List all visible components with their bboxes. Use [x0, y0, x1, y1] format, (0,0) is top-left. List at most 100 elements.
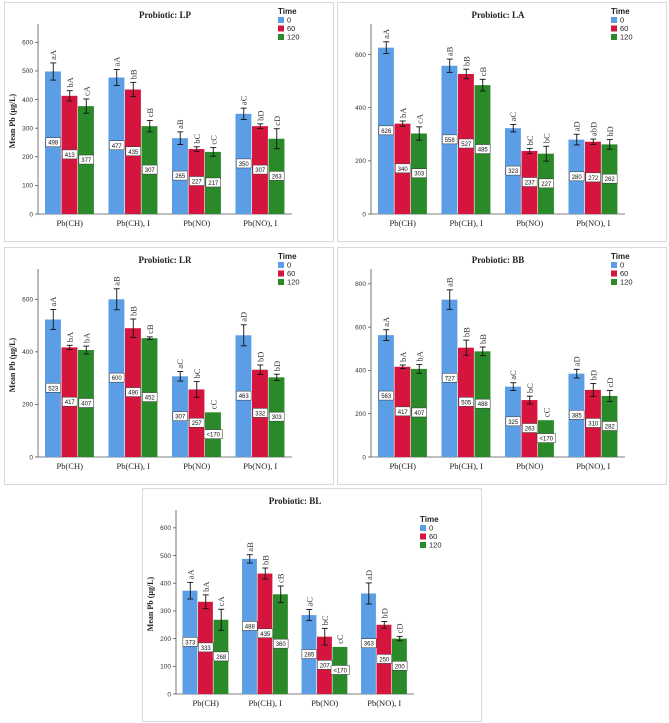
value-label-box: [78, 154, 94, 165]
y-tick-label: 500: [22, 68, 33, 75]
y-tick-label: 600: [355, 324, 366, 331]
legend-swatch: [611, 17, 617, 23]
data-label: 265: [175, 174, 186, 180]
value-label-box: [317, 660, 333, 670]
data-label: 268: [216, 655, 227, 661]
significance-label: aB: [112, 276, 122, 286]
significance-label: bC: [320, 615, 330, 625]
data-label: 485: [478, 148, 489, 154]
data-label: 237: [525, 181, 536, 187]
x-tick-label: Pb(CH): [193, 698, 220, 708]
x-tick-label: Pb(CH), I: [116, 218, 150, 228]
value-label-box: [182, 637, 198, 647]
value-label-box: [442, 134, 458, 145]
data-label: 227: [541, 182, 552, 188]
data-label: 307: [175, 415, 186, 421]
x-tick-label: Pb(CH), I: [116, 461, 150, 471]
legend-item: 60: [620, 269, 628, 278]
legend-item: 0: [620, 261, 624, 270]
data-label: 307: [145, 168, 156, 174]
chart-title: Probiotic: BB: [472, 255, 525, 265]
legend-swatch: [278, 34, 284, 40]
significance-label: aA: [185, 569, 195, 580]
value-label-box: [125, 146, 141, 157]
chart-title: Probiotic: LR: [138, 255, 192, 265]
legend-swatch: [278, 279, 284, 285]
significance-label: aA: [112, 56, 122, 67]
x-tick-label: Pb(NO), I: [243, 218, 277, 228]
significance-label: bD: [588, 370, 598, 380]
value-label-box: [205, 177, 221, 188]
y-tick-label: 0: [29, 454, 33, 461]
value-label-box: [236, 158, 252, 169]
data-label: 523: [48, 386, 59, 392]
significance-label: cB: [276, 573, 286, 583]
x-tick-label: Pb(NO), I: [243, 461, 277, 471]
data-label: 200: [395, 664, 406, 670]
x-tick-label: Pb(CH), I: [248, 698, 282, 708]
data-label: 488: [478, 402, 489, 408]
significance-label: bC: [525, 383, 535, 393]
value-label-box: [213, 651, 229, 662]
significance-label: aA: [381, 28, 391, 39]
y-tick-label: 400: [22, 349, 33, 356]
significance-label: aC: [239, 95, 249, 105]
significance-label: aD: [572, 356, 582, 366]
significance-label: bC: [541, 133, 551, 143]
legend-item: 60: [429, 532, 437, 541]
data-label: 505: [461, 400, 472, 406]
y-tick-label: 400: [355, 368, 366, 375]
data-label: 463: [239, 394, 250, 400]
legend-swatch: [278, 17, 284, 23]
significance-label: aC: [304, 597, 314, 607]
significance-label: bB: [128, 306, 138, 316]
value-label-box: [45, 383, 61, 393]
data-label: 417: [398, 410, 409, 416]
legend-swatch: [420, 525, 426, 531]
legend-title: Time: [278, 252, 297, 261]
x-tick-label: Pb(CH): [57, 461, 84, 471]
value-label-box: [458, 138, 474, 149]
value-label-box: [411, 168, 427, 178]
significance-label: aA: [48, 49, 58, 60]
significance-label: cD: [395, 623, 405, 633]
value-label-box: [505, 165, 521, 176]
data-label: 280: [572, 175, 583, 181]
value-label-box: [602, 173, 618, 184]
significance-label: bA: [201, 581, 211, 592]
legend-swatch: [420, 542, 426, 548]
data-label: 413: [65, 153, 76, 159]
significance-label: abD: [588, 122, 598, 136]
legend-title: Time: [611, 252, 630, 261]
value-label-box: [269, 171, 285, 181]
value-label-box: [505, 416, 521, 427]
legend-swatch: [611, 34, 617, 40]
panel-border: [337, 2, 667, 242]
legend-item: 120: [620, 33, 633, 42]
data-label: 303: [414, 172, 425, 178]
significance-label: bA: [81, 332, 91, 343]
legend-item: 0: [620, 16, 624, 25]
value-label-box: [252, 408, 268, 418]
legend-swatch: [278, 270, 284, 277]
value-label-box: [172, 170, 188, 181]
y-tick-label: 600: [22, 40, 33, 47]
y-tick-label: 100: [22, 183, 33, 190]
value-label-box: [45, 137, 61, 147]
value-label-box: [78, 398, 94, 408]
legend-swatch: [611, 270, 617, 277]
value-label-box: [330, 665, 350, 675]
significance-label: bD: [255, 352, 265, 362]
chart-bl: Probiotic: BL Mean Pb (µg/L) 0 100 200 300 400…: [142, 488, 482, 722]
data-label: 227: [192, 180, 203, 186]
significance-label: bB: [260, 555, 270, 565]
significance-label: cB: [145, 324, 155, 334]
legend-item: 60: [287, 269, 295, 278]
significance-label: bB: [128, 69, 138, 79]
significance-label: bA: [398, 107, 408, 118]
value-label-box: [569, 410, 585, 420]
legend-item: 0: [287, 16, 291, 25]
legend-item: 0: [429, 524, 433, 533]
panel-border: [4, 2, 334, 242]
legend-item: 120: [287, 33, 300, 42]
